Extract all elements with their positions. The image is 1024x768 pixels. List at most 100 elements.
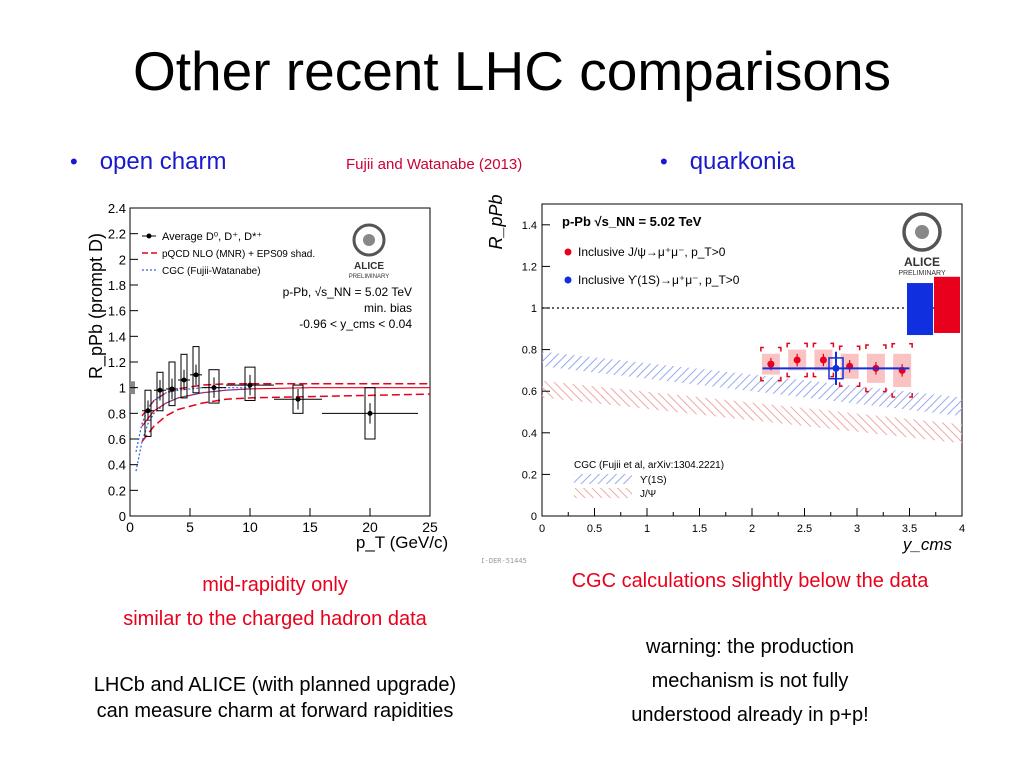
x-tick-label: 10 [242, 519, 258, 535]
jpsi-point [760, 346, 782, 382]
footer-id: ALI-DER-51445 [482, 557, 527, 564]
x-tick-label: 20 [362, 519, 378, 535]
x-tick-label: 0.5 [587, 523, 602, 535]
alice-logo-core-icon [363, 234, 375, 246]
x-tick-label: 1 [644, 523, 650, 535]
data-marker [181, 377, 187, 383]
x-tick-label: 4 [959, 523, 965, 535]
systematic-box [168, 361, 176, 407]
x-tick-label: 5 [186, 519, 194, 535]
data-marker [247, 382, 253, 388]
cgc-legend-upsilon: ϒ(1S) [640, 475, 667, 486]
alice-logo-icon [352, 223, 386, 257]
annotation-line-0: p-Pb, √s_NN = 5.02 TeV [283, 285, 412, 299]
systematic-box [244, 366, 256, 401]
bullet-dot-icon: • [660, 149, 668, 174]
bullet-quarkonia-label: quarkonia [689, 148, 796, 175]
quarkonia-chart: 0 0.5 1 1.5 2 2.5 3 3.5 4 0 0.2 0.4 0.6 0.8 1 1.2 1.4 R_… [482, 194, 965, 564]
y-tick-label: 0.4 [108, 458, 126, 473]
bullet-quarkonia: • quarkonia [660, 148, 795, 176]
cgc-jpsi-band [542, 380, 962, 444]
y-axis-label: R_pPb (prompt D) [86, 233, 107, 379]
legend-entry-0: Inclusive J/ψ→μ⁺μ⁻, p_T>0 [578, 245, 726, 259]
y-tick-label: 2.4 [108, 201, 126, 216]
y-tick-label: 0.8 [522, 345, 537, 357]
pqcd-lower-curve [141, 393, 431, 443]
x-tick-label: 2.5 [797, 523, 812, 535]
alice-logo-subtext: PRELIMINARY [898, 270, 946, 277]
bullet-open-charm: • open charm [70, 148, 226, 176]
x-tick-label: 2 [749, 523, 755, 535]
cgc-legend-title: CGC (Fujii et al, arXiv:1304.2221) [574, 460, 724, 471]
jpsi-point [786, 342, 808, 378]
jpsi-bracket [812, 342, 835, 378]
cgc-upper-curve [135, 387, 250, 452]
data-marker [157, 387, 163, 393]
y-tick-label: 0.2 [108, 483, 126, 498]
cgc-legend-jpsi: J/Ψ [640, 489, 656, 500]
data-point [166, 361, 178, 407]
x-tick-label: 0 [126, 519, 134, 535]
open-charm-chart: 0 5 10 15 20 25 0 0.2 0.4 0.6 0.8 1 1.2 1.4 1.6 1.8 2 2.2… [86, 201, 448, 552]
system-label: p-Pb √s_NN = 5.02 TeV [562, 214, 702, 229]
reference-text: Fujii and Watanabe (2013) [346, 156, 523, 173]
warning-line-2: mechanism is not fully [651, 670, 849, 692]
alice-logo-icon [902, 212, 942, 252]
data-marker [145, 408, 151, 414]
cgc-upsilon-band [542, 351, 962, 417]
left-note-line-4: can measure charm at forward rapidities [96, 700, 454, 722]
data-marker [169, 386, 175, 392]
y-tick-label: 1.2 [108, 355, 126, 370]
x-axis-label: y_cms [902, 535, 953, 554]
data-point [226, 366, 274, 401]
data-point [274, 384, 322, 414]
jpsi-bracket [838, 345, 861, 387]
y-tick-label: 1 [531, 303, 537, 315]
bullet-open-charm-label: open charm [99, 148, 227, 175]
right-note: CGC calculations slightly below the data [571, 570, 929, 592]
alice-logo-text: ALICE [354, 261, 384, 272]
x-tick-label: 3 [854, 523, 860, 535]
y-tick-label: 1 [119, 381, 126, 396]
jpsi-point [812, 342, 835, 378]
data-marker [193, 372, 199, 378]
x-tick-label: 1.5 [692, 523, 707, 535]
legend-upsilon-marker [564, 276, 572, 284]
y-tick-label: 0 [531, 511, 537, 523]
jpsi-marker [793, 356, 801, 364]
y-tick-label: 1.4 [108, 329, 126, 344]
y-tick-label: 1.2 [522, 261, 537, 273]
annotation-line-2: -0.96 < y_cms < 0.04 [299, 317, 412, 331]
data-point [322, 387, 418, 440]
systematic-box [180, 353, 188, 399]
left-note-line-3: LHCb and ALICE (with planned upgrade) [93, 674, 457, 696]
slide-title: Other recent LHC comparisons [132, 40, 892, 102]
annotation-line-1: min. bias [364, 301, 412, 315]
data-marker [295, 396, 301, 402]
x-axis-label: p_T (GeV/c) [356, 533, 448, 552]
alice-logo: ALICE PRELIMINARY [349, 223, 389, 280]
jpsi-bracket [760, 346, 782, 382]
y-tick-label: 0.8 [108, 406, 126, 421]
pqcd-central-curve [141, 387, 430, 427]
warning-line-3: understood already in p+p! [631, 704, 869, 726]
y-tick-label: 0.6 [522, 386, 537, 398]
y-tick-label: 1.6 [108, 304, 126, 319]
jpsi-bracket [891, 343, 913, 398]
y-tick-label: 0.2 [522, 469, 537, 481]
jpsi-marker [819, 356, 827, 364]
systematic-box [192, 346, 200, 394]
y-tick-label: 2.2 [108, 227, 126, 242]
data-point [154, 371, 166, 412]
alice-logo-core-icon [915, 225, 929, 239]
global-uncertainty-jpsi [934, 276, 960, 333]
systematic-box [208, 369, 220, 404]
systematic-box [144, 389, 152, 437]
y-tick-label: 1.4 [522, 220, 537, 232]
data-point [190, 346, 202, 394]
x-tick-label: 3.5 [902, 523, 917, 535]
x-tick-label: 15 [302, 519, 318, 535]
alice-logo: ALICE PRELIMINARY [898, 212, 946, 277]
cgc-legend-jpsi-swatch [574, 488, 632, 498]
data-point [142, 389, 154, 437]
